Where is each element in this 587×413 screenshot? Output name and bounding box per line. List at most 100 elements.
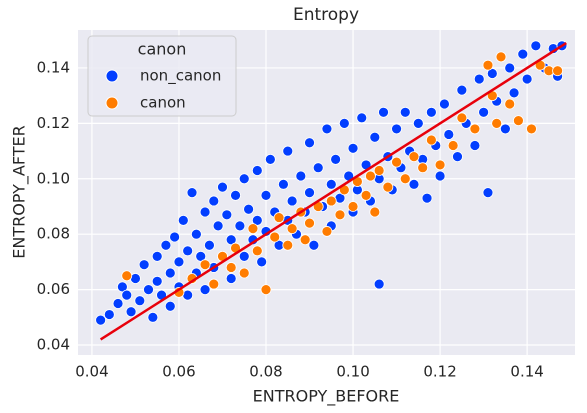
point [526,123,537,135]
x-tick-label: 0.12 [423,363,456,381]
point [103,309,115,320]
point [121,270,133,282]
y-tick-label: 0.12 [37,114,70,132]
point [273,212,285,223]
point [330,153,342,165]
point [334,209,346,221]
point [521,73,533,85]
point [513,115,524,127]
y-tick-label: 0.14 [37,58,70,76]
point [321,123,333,135]
point [369,206,381,218]
point [347,201,359,212]
point [199,284,211,296]
point [212,220,224,232]
point [304,217,315,229]
legend-marker [105,96,119,110]
point [434,170,446,182]
point [373,278,385,290]
point [173,256,185,268]
point [382,181,394,193]
point [365,170,376,182]
point [95,314,107,326]
point [517,48,529,60]
point [408,178,420,190]
point [482,187,494,199]
point [325,195,337,207]
point [243,203,254,215]
point [251,165,263,176]
point [164,267,176,279]
x-tick-label: 0.04 [75,363,108,381]
point [251,214,263,226]
point [234,220,246,232]
point [121,289,133,301]
point [399,173,411,185]
point [321,226,333,237]
point [425,134,437,146]
legend-label: non_canon [140,67,221,86]
point [478,106,490,118]
point [308,239,320,251]
point [499,123,511,135]
y-tick-label: 0.04 [37,336,70,354]
point [278,178,289,190]
point [482,59,494,71]
point [217,181,228,193]
point [151,250,163,262]
point [112,298,124,309]
x-tick-label: 0.08 [249,363,282,381]
x-tick-label: 0.06 [162,363,195,381]
point [182,245,194,257]
point [225,262,237,273]
point [251,245,263,257]
point [447,140,459,151]
point [134,295,146,307]
point [282,239,294,251]
point [421,192,433,204]
point [373,165,385,176]
chart-title: Entropy [293,5,359,25]
point [238,173,250,185]
point [495,51,507,63]
x-tick-label: 0.10 [336,363,369,381]
reference-line [99,41,567,341]
point [208,195,220,207]
point [269,231,281,243]
point [225,273,237,284]
point [443,129,455,140]
point [439,98,450,110]
point [378,106,389,118]
point [238,267,250,279]
point [456,84,468,96]
point [225,234,237,246]
point [256,256,268,268]
point [195,250,207,262]
point [360,190,372,201]
point [504,62,516,74]
y-tick-label: 0.10 [37,169,70,187]
point [530,40,542,52]
point [325,178,337,190]
point [186,187,198,199]
point [304,187,315,199]
point [391,123,402,135]
point [125,306,137,318]
point [504,98,516,110]
point [452,151,463,163]
point [282,145,294,157]
x-axis-label: ENTROPY_BEFORE [253,387,400,407]
point [434,159,446,171]
point [295,170,307,182]
x-tick-label: 0.14 [510,363,543,381]
point [469,123,481,135]
point [204,239,215,251]
point [147,311,159,323]
point [304,137,315,149]
point [264,153,276,165]
point [199,259,211,271]
point [491,117,503,129]
point [399,106,411,118]
point [299,234,311,246]
point [508,87,520,99]
